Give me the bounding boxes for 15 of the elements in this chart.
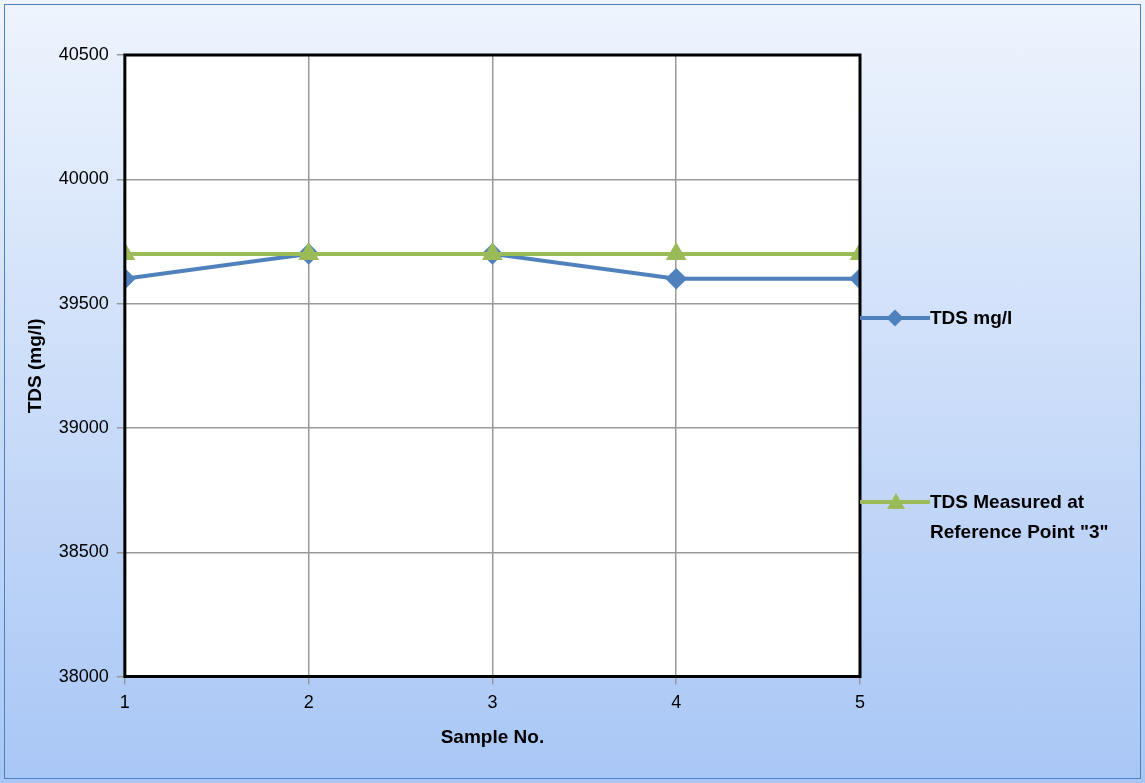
legend-label: TDS Measured at Reference Point "3" xyxy=(930,490,1110,544)
x-tick-label: 2 xyxy=(303,692,314,713)
x-tick-label: 5 xyxy=(854,692,866,713)
x-tick-label: 3 xyxy=(487,692,498,713)
y-tick-label: 38000 xyxy=(58,665,109,686)
y-tick-label: 39500 xyxy=(58,292,109,313)
y-axis-title: TDS (mg/l) xyxy=(23,318,45,414)
y-tick-label: 40000 xyxy=(58,168,109,189)
x-tick-label: 1 xyxy=(119,692,130,713)
y-tick-label: 40500 xyxy=(58,43,109,64)
y-tick-label: 38500 xyxy=(58,541,109,562)
y-tick-label: 39000 xyxy=(58,416,109,437)
legend-label: TDS mg/l xyxy=(930,306,1014,330)
x-tick-label: 4 xyxy=(671,692,682,713)
x-axis-title: Sample No. xyxy=(440,725,545,747)
